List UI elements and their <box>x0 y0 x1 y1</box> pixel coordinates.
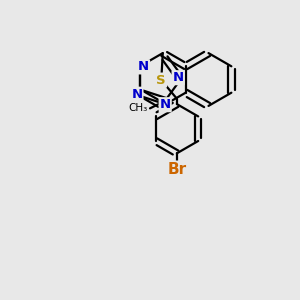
Text: S: S <box>157 74 166 87</box>
Text: N: N <box>138 60 149 74</box>
Text: N: N <box>131 88 142 101</box>
Text: Br: Br <box>167 162 186 177</box>
Text: N: N <box>172 71 184 84</box>
Text: CH₃: CH₃ <box>128 103 148 113</box>
Text: N: N <box>160 98 171 111</box>
